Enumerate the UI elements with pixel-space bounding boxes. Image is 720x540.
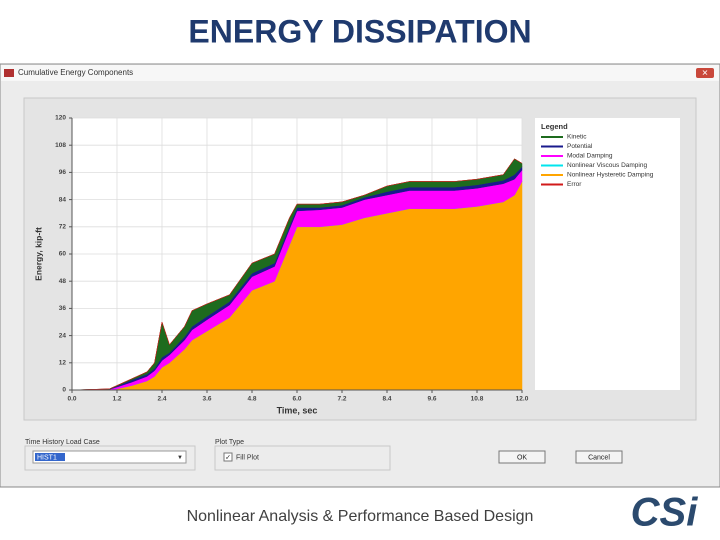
ok-label: OK	[517, 454, 527, 461]
legend-label: Error	[567, 181, 582, 188]
x-tick-label: 6.0	[292, 396, 301, 403]
close-button[interactable]	[696, 68, 714, 78]
selection-highlight	[35, 453, 65, 461]
fill-plot-label: Fill Plot	[236, 454, 259, 461]
y-tick-label: 108	[55, 142, 66, 149]
legend-label: Modal Damping	[567, 153, 613, 160]
cancel-label: Cancel	[588, 454, 610, 461]
y-tick-label: 84	[59, 196, 67, 203]
check-mark: ✓	[225, 454, 231, 461]
y-tick-label: 120	[55, 115, 66, 122]
y-tick-label: 36	[59, 305, 67, 312]
y-tick-label: 96	[59, 169, 67, 176]
app-icon	[4, 69, 14, 77]
y-axis-label: Energy, kip-ft	[33, 227, 43, 281]
x-tick-label: 8.4	[382, 396, 391, 403]
load-case-value: HIST1	[37, 454, 57, 461]
ok-button[interactable]	[498, 450, 546, 464]
y-tick-label: 0	[62, 387, 66, 394]
slide-title: ENERGY DISSIPATION	[188, 13, 531, 49]
close-icon: ✕	[702, 69, 709, 78]
window-title: Cumulative Energy Components	[18, 68, 133, 77]
x-tick-label: 3.6	[202, 396, 211, 403]
load-case-group	[24, 445, 196, 471]
x-tick-label: 0.0	[67, 396, 76, 403]
y-tick-label: 12	[59, 360, 67, 367]
x-axis-label: Time, sec	[277, 405, 318, 415]
x-tick-label: 2.4	[157, 396, 166, 403]
x-tick-label: 4.8	[247, 396, 256, 403]
y-tick-label: 60	[59, 251, 67, 258]
title-bar	[1, 65, 719, 81]
x-tick-label: 9.6	[427, 396, 436, 403]
legend-label: Nonlinear Hysteretic Damping	[567, 172, 654, 179]
plot-type-group	[214, 445, 391, 471]
plot-type-label: Plot Type	[215, 439, 244, 446]
legend-label: Potential	[567, 143, 593, 150]
fill-plot-checkbox[interactable]	[223, 452, 233, 462]
cancel-button[interactable]	[575, 450, 623, 464]
dropdown-arrow: ▼	[177, 455, 183, 461]
legend-box	[535, 118, 680, 390]
load-case-dropdown[interactable]	[32, 450, 187, 464]
legend-title: Legend	[541, 122, 568, 131]
x-tick-label: 7.2	[337, 396, 346, 403]
x-tick-label: 12.0	[516, 396, 529, 403]
logo: CSi	[631, 491, 699, 535]
load-case-label: Time History Load Case	[25, 439, 100, 446]
chart: 0 12 24 36 48 60 72 84 96 108 120 0.0 1.2 2.4 3.6 4.8 6.…	[55, 115, 654, 403]
y-tick-label: 72	[59, 224, 67, 231]
legend-label: Kinetic	[567, 134, 587, 141]
footer: Nonlinear Analysis & Performance Based D…	[187, 508, 534, 525]
y-tick-label: 24	[59, 332, 67, 339]
legend-label: Nonlinear Viscous Damping	[567, 162, 647, 169]
y-tick-label: 48	[59, 278, 67, 285]
area	[71, 158, 523, 391]
x-tick-label: 1.2	[112, 396, 121, 403]
x-tick-label: 10.8	[471, 396, 484, 403]
